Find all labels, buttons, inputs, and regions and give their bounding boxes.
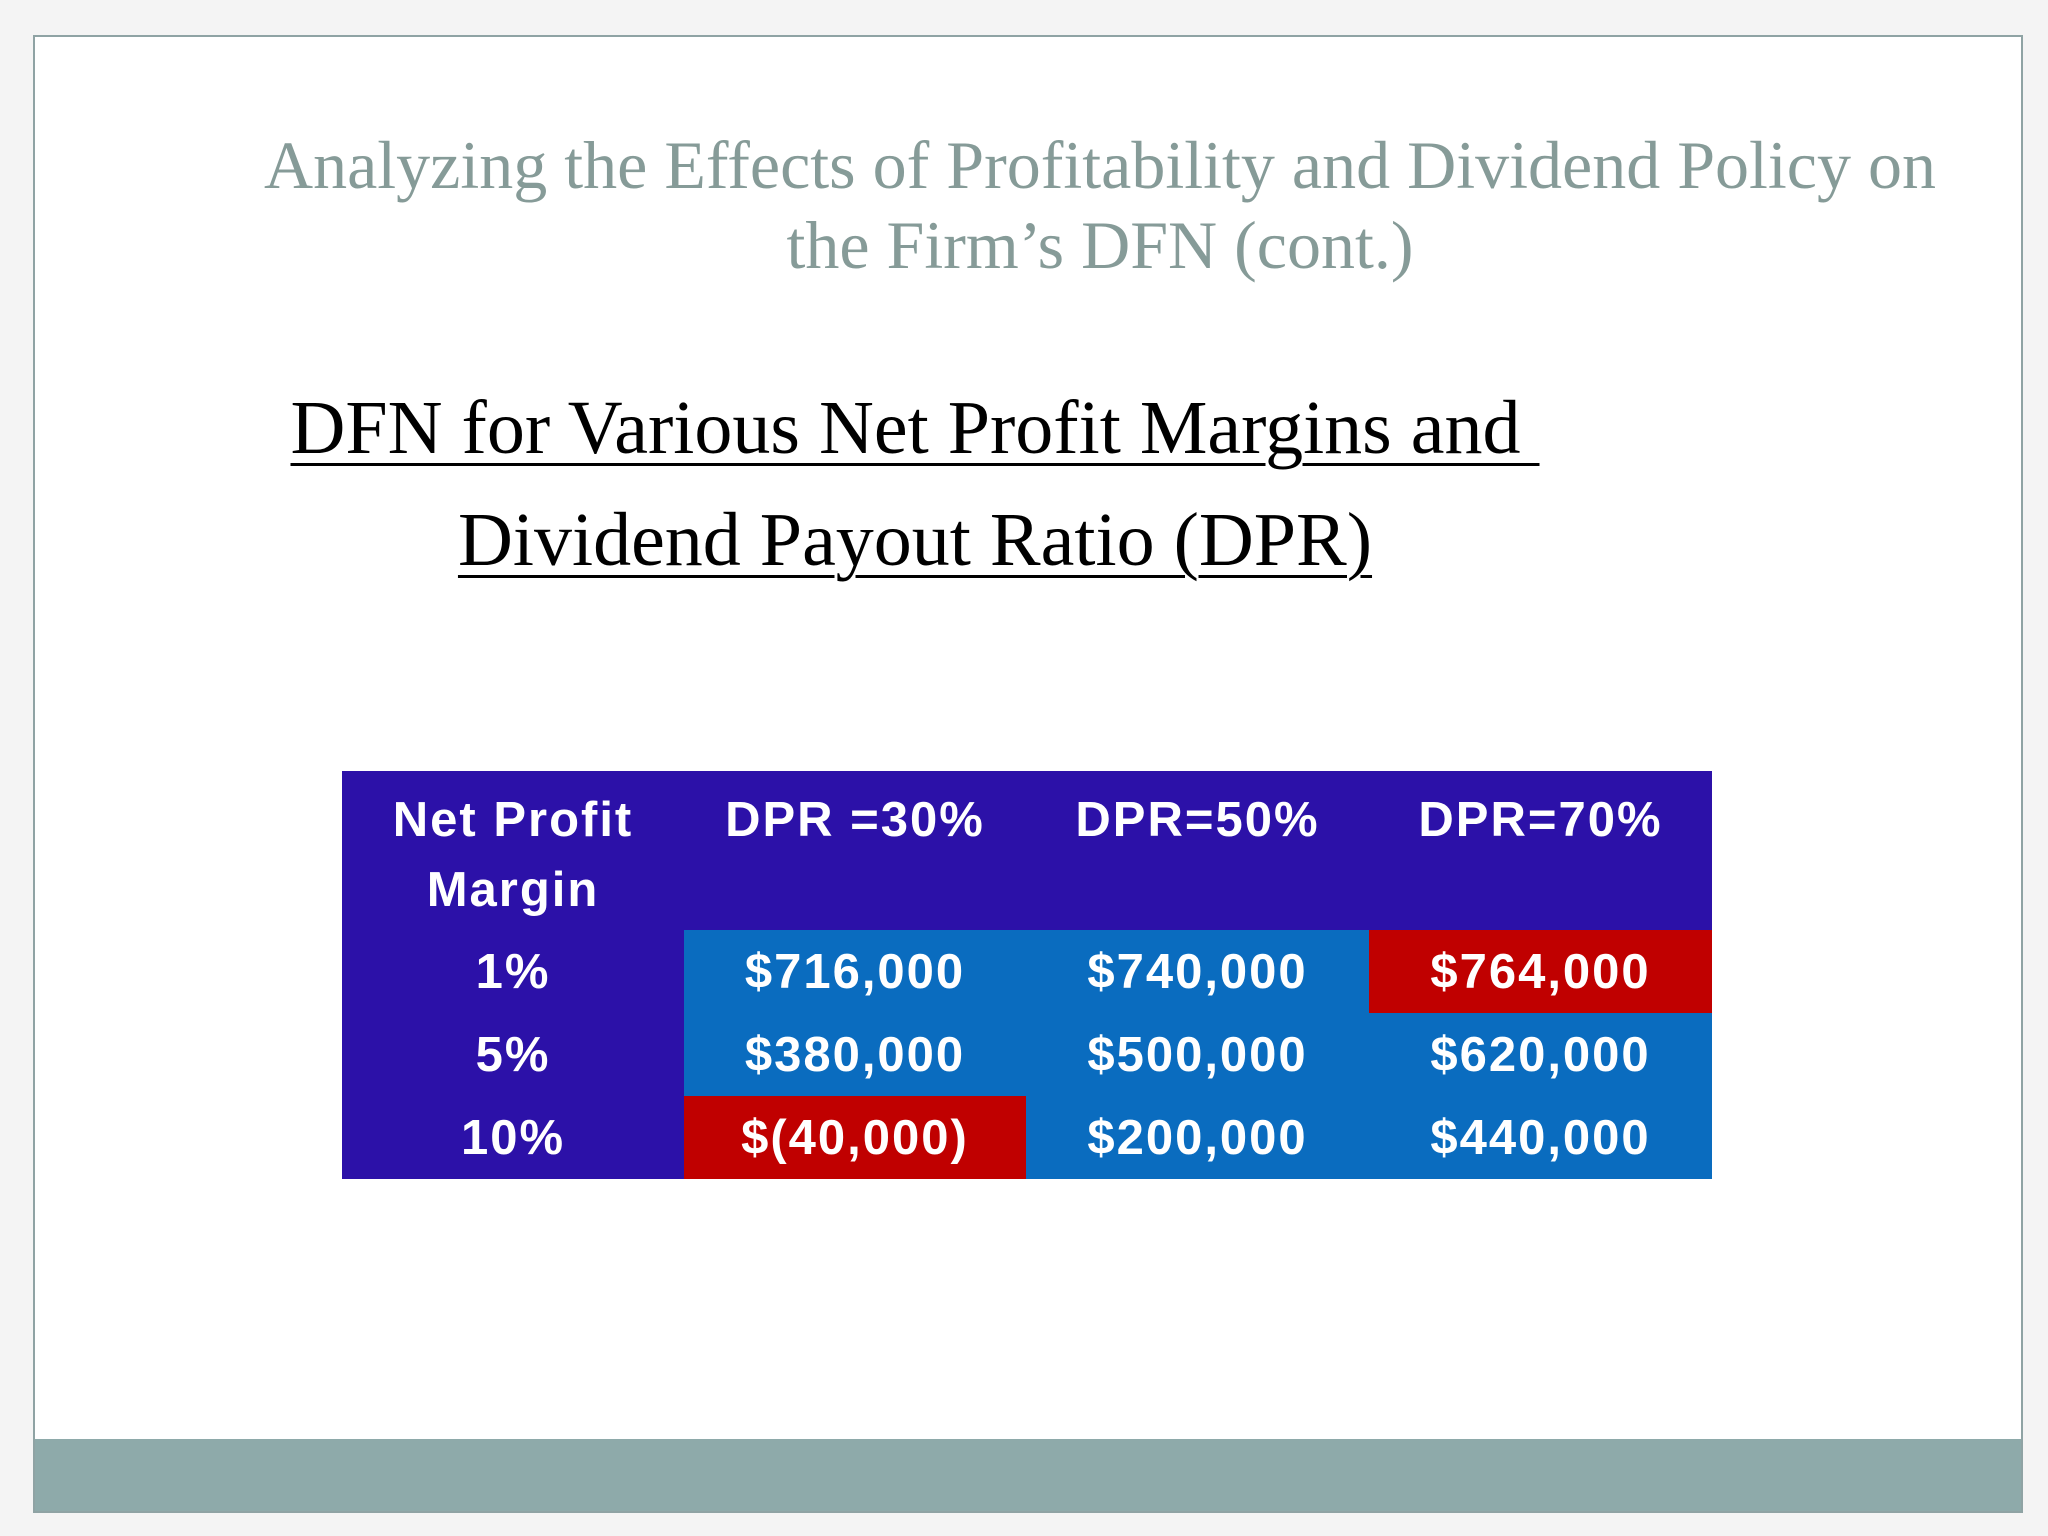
table-row: 1% $716,000 $740,000 $764,000	[342, 930, 1712, 1013]
header-dpr-70: DPR=70%	[1369, 771, 1712, 930]
value-cell: $380,000	[684, 1013, 1026, 1096]
header-margin-line1: Net Profit	[392, 793, 634, 847]
value-cell: $200,000	[1026, 1096, 1369, 1179]
value-cell: $620,000	[1369, 1013, 1712, 1096]
row-margin-cell: 5%	[342, 1013, 684, 1096]
slide-title-line2: the Firm’s DFN (cont.)	[786, 207, 1414, 283]
table-heading-line1: DFN for Various Net Profit Margins and	[290, 386, 1540, 470]
table-heading-line2: Dividend Payout Ratio (DPR)	[457, 498, 1373, 582]
value-cell: $500,000	[1026, 1013, 1369, 1096]
header-margin-line2: Margin	[426, 863, 600, 917]
slide-title-line1: Analyzing the Effects of Profitability a…	[264, 127, 1936, 203]
value-cell: $740,000	[1026, 930, 1369, 1013]
dfn-table: Net Profit Margin DPR =30% DPR=50% DPR=7…	[342, 771, 1712, 1179]
value-cell: $716,000	[684, 930, 1026, 1013]
value-cell: $440,000	[1369, 1096, 1712, 1179]
table-row: 10% $(40,000) $200,000 $440,000	[342, 1096, 1712, 1179]
header-dpr-30: DPR =30%	[684, 771, 1026, 930]
highlighted-value-cell: $764,000	[1369, 930, 1712, 1013]
table-heading: DFN for Various Net Profit Margins and D…	[195, 372, 1635, 596]
slide-title: Analyzing the Effects of Profitability a…	[175, 125, 2021, 285]
header-net-profit-margin: Net Profit Margin	[342, 771, 684, 930]
row-margin-cell: 10%	[342, 1096, 684, 1179]
header-dpr-50: DPR=50%	[1026, 771, 1369, 930]
table-row: 5% $380,000 $500,000 $620,000	[342, 1013, 1712, 1096]
highlighted-value-cell: $(40,000)	[684, 1096, 1026, 1179]
table-header-row: Net Profit Margin DPR =30% DPR=50% DPR=7…	[342, 771, 1712, 930]
row-margin-cell: 1%	[342, 930, 684, 1013]
footer-bar	[35, 1439, 2021, 1511]
